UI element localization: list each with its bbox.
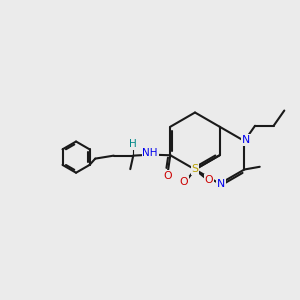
Text: NH: NH <box>142 148 158 158</box>
Text: N: N <box>242 135 250 145</box>
Text: O: O <box>164 171 172 181</box>
Text: H: H <box>129 139 137 149</box>
Text: O: O <box>179 177 188 187</box>
Text: O: O <box>204 175 213 184</box>
Text: S: S <box>191 164 199 174</box>
Text: N: N <box>217 179 225 189</box>
